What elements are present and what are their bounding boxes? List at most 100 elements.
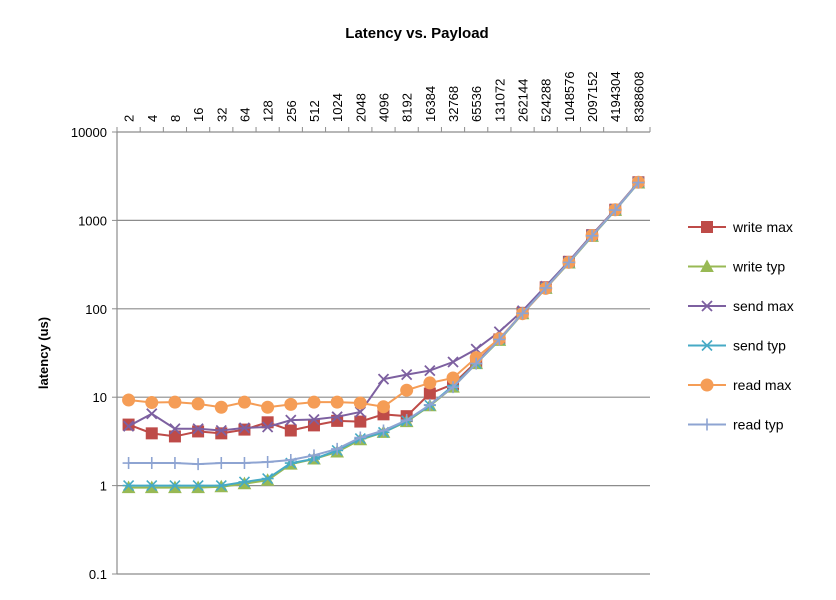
legend-item-write-max: write max — [688, 219, 793, 235]
data-point-send-max — [122, 420, 135, 432]
y-tick-label: 1000 — [78, 213, 107, 228]
data-point-write-typ — [144, 480, 159, 494]
x-tick-label: 524288 — [539, 79, 554, 122]
data-point-send-max — [261, 421, 274, 433]
data-point-read-typ — [539, 281, 552, 294]
series-send-typ — [122, 176, 645, 492]
x-tick-label: 1048576 — [562, 71, 577, 122]
data-point-read-typ — [284, 453, 297, 466]
data-point-send-max — [285, 414, 297, 426]
data-point-write-typ — [121, 480, 136, 494]
data-point-read-typ — [423, 398, 436, 411]
data-point-write-max — [192, 425, 205, 438]
data-point-read-max — [377, 400, 390, 414]
series-line-read-typ — [128, 181, 640, 466]
data-point-send-typ — [168, 480, 181, 492]
data-point-read-typ — [192, 458, 205, 471]
data-point-write-max — [284, 424, 297, 437]
data-point-read-max — [168, 395, 182, 409]
data-point-read-typ — [238, 457, 251, 470]
y-tick-label: 10000 — [71, 125, 107, 140]
data-point-read-max — [145, 396, 159, 410]
data-point-read-typ — [122, 457, 135, 470]
legend-label-write-max: write max — [732, 219, 793, 235]
data-point-read-max — [214, 400, 228, 414]
legend-marker-read-max — [700, 378, 714, 392]
data-point-read-typ — [562, 256, 575, 269]
x-tick-label: 128 — [261, 100, 276, 122]
legend-marker-read-typ — [701, 418, 713, 431]
series-read-typ — [122, 176, 645, 471]
data-point-write-typ — [168, 480, 182, 494]
data-point-write-max — [423, 387, 436, 400]
axis-layer: 0.1 1 10 100 1000 10000 2 4 8 16 32 64 128 256 512 1024… — [71, 71, 651, 582]
data-point-read-max — [400, 383, 414, 397]
x-tick-label: 16 — [191, 108, 206, 122]
data-point-write-max — [238, 423, 251, 436]
x-tick-label: 2 — [122, 115, 137, 122]
series-line-send-max — [128, 181, 640, 432]
data-point-write-typ — [191, 480, 205, 494]
x-tick-label: 64 — [237, 108, 252, 122]
data-point-send-typ — [145, 480, 158, 492]
x-tick-label: 1024 — [330, 93, 345, 122]
data-point-write-max — [354, 415, 367, 428]
data-point-send-max — [331, 411, 343, 423]
data-point-send-max — [169, 423, 181, 435]
series-write-typ — [121, 175, 646, 494]
y-tick-label: 1 — [100, 479, 107, 494]
series-layer — [121, 175, 646, 494]
data-point-read-max — [307, 395, 321, 409]
grid-layer — [117, 131, 650, 575]
data-point-read-typ — [470, 357, 483, 370]
legend-label-send-typ: send typ — [733, 338, 786, 354]
x-tick-label: 4 — [145, 115, 160, 122]
legend-label-send-max: send max — [733, 298, 794, 314]
data-point-send-max — [192, 423, 204, 435]
data-point-send-max — [308, 413, 320, 426]
data-point-send-typ — [261, 473, 274, 485]
data-point-read-max — [330, 395, 344, 409]
x-tick-label: 8192 — [400, 93, 415, 122]
data-point-read-typ — [377, 424, 390, 437]
data-point-read-typ — [215, 457, 228, 470]
data-point-read-typ — [145, 457, 158, 470]
x-tick-label: 32768 — [446, 86, 461, 122]
legend-item-read-max: read max — [688, 377, 791, 393]
data-point-write-max — [168, 430, 181, 443]
legend-marker-send-typ — [701, 339, 713, 352]
series-line-read-max — [128, 181, 640, 409]
data-point-write-max — [331, 414, 344, 427]
data-point-write-max — [307, 419, 320, 432]
data-point-read-typ — [516, 307, 529, 320]
series-line-send-typ — [128, 181, 640, 487]
legend-item-write-typ: write typ — [688, 259, 785, 275]
legend-item-send-typ: send typ — [688, 338, 786, 354]
x-tick-label: 2097152 — [585, 71, 600, 122]
y-axis-label: latency (us) — [36, 317, 51, 389]
data-point-send-typ — [215, 480, 228, 492]
x-tick-label: 8 — [168, 115, 183, 122]
data-point-send-max — [354, 406, 366, 418]
data-point-send-typ — [192, 480, 205, 492]
data-point-read-typ — [400, 414, 413, 427]
data-point-send-max — [238, 422, 251, 434]
data-point-write-max — [122, 418, 135, 431]
x-tick-label: 65536 — [469, 86, 484, 122]
data-point-write-max — [145, 427, 158, 440]
series-send-max — [122, 176, 645, 437]
y-tick-label: 10 — [93, 390, 107, 405]
x-tick-label: 2048 — [353, 93, 368, 122]
data-point-read-typ — [586, 229, 599, 242]
data-point-read-max — [261, 400, 275, 414]
legend-item-send-max: send max — [688, 298, 794, 314]
x-tick-label: 512 — [307, 100, 322, 122]
series-read-max — [122, 175, 645, 414]
data-point-send-typ — [238, 476, 251, 488]
x-tick-label: 256 — [284, 100, 299, 122]
data-point-read-max — [191, 397, 205, 411]
data-point-send-max — [401, 368, 413, 381]
data-point-read-max — [122, 393, 136, 407]
data-point-send-max — [447, 356, 459, 368]
